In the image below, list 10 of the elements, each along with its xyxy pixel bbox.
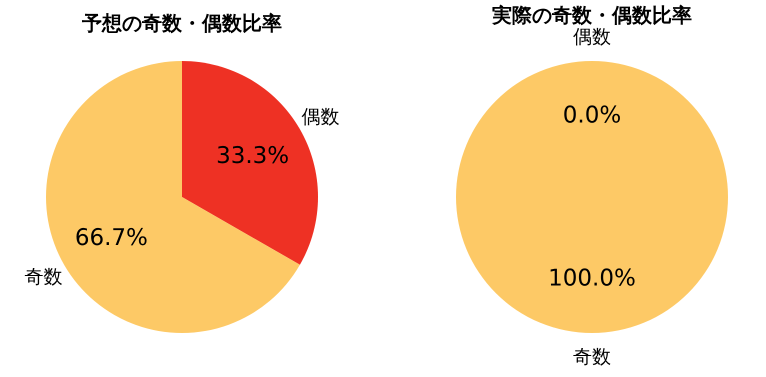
chart-title: 実際の奇数・偶数比率: [491, 3, 692, 27]
text: 0.0%: [562, 102, 622, 128]
category-label: 偶数: [573, 26, 611, 48]
slice-label: 奇数: [573, 346, 611, 368]
slice-label: 奇数: [24, 266, 63, 288]
chart-title: 予想の奇数・偶数比率: [81, 11, 282, 35]
data-label: 33.3%: [216, 143, 290, 170]
slice-label: 偶数: [301, 106, 340, 128]
data-label: 100.0%: [548, 266, 636, 292]
data-label: 66.7%: [74, 224, 148, 251]
